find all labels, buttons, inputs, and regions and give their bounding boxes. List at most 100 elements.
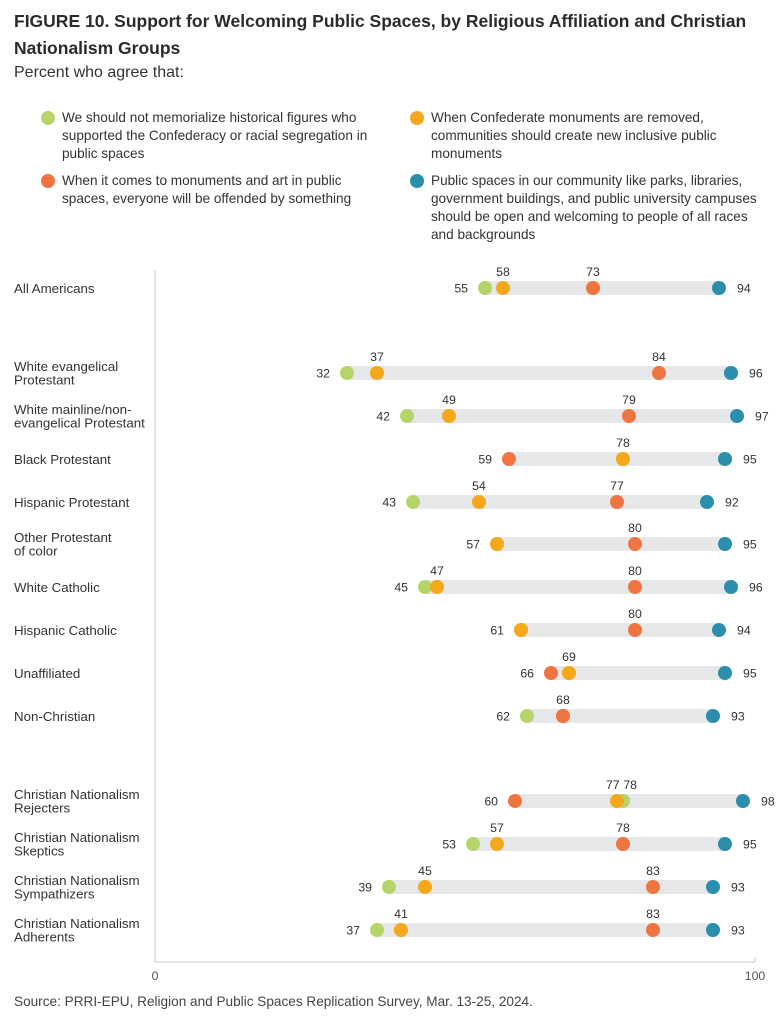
data-label: 98	[761, 795, 775, 809]
dot-memorialize	[520, 709, 534, 723]
dot-memorialize	[478, 281, 492, 295]
dot-offended	[646, 923, 660, 937]
dot-memorialize	[418, 580, 432, 594]
range-track	[527, 709, 713, 723]
row-label: White evangelical Protestant	[14, 359, 118, 388]
data-label: 79	[622, 393, 636, 407]
dot-offended	[616, 837, 630, 851]
row-label: White Catholic	[14, 580, 100, 595]
range-track	[425, 580, 731, 594]
range-track	[485, 281, 719, 295]
chart-row: Non-Christian 62 68 93	[14, 693, 745, 724]
dot-welcoming	[718, 537, 732, 551]
dot-welcoming	[724, 366, 738, 380]
row-label-line: Protestant	[14, 373, 75, 388]
data-label: 42	[376, 410, 390, 424]
dot-welcoming	[712, 623, 726, 637]
dot-memorialize	[400, 409, 414, 423]
chart-row: Unaffiliated 666995	[14, 650, 757, 681]
chart-row: Christian Nationalism Sympathizers 39 45 83 9…	[14, 864, 745, 902]
row-label-line: All Americans	[14, 281, 95, 296]
data-label: 47	[430, 564, 444, 578]
data-label: 37	[346, 924, 360, 938]
dot-offended	[556, 709, 570, 723]
dot-offended	[652, 366, 666, 380]
row-label: Unaffiliated	[14, 666, 80, 681]
dot-offended	[628, 623, 642, 637]
data-label: 80	[628, 521, 642, 535]
row-label-line: Unaffiliated	[14, 666, 80, 681]
dot-offended	[508, 794, 522, 808]
row-label: Christian Nationalism Skeptics	[14, 830, 140, 859]
dot-welcoming	[724, 580, 738, 594]
row-label: Christian Nationalism Sympathizers	[14, 873, 140, 902]
data-label: 80	[628, 607, 642, 621]
dot-welcoming	[718, 837, 732, 851]
dot-offended	[544, 666, 558, 680]
data-label: 93	[731, 710, 745, 724]
dot-offended	[610, 495, 624, 509]
chart-row: Other Protestant of color 57 80 95	[14, 521, 757, 559]
data-label: 94	[737, 624, 751, 638]
data-label: 32	[316, 367, 330, 381]
data-label: 39	[358, 881, 372, 895]
range-track	[497, 537, 725, 551]
data-label: 41	[394, 907, 408, 921]
data-label: 62	[496, 710, 510, 724]
dot-new-monuments	[610, 794, 624, 808]
dot-memorialize	[370, 923, 384, 937]
dot-offended	[628, 580, 642, 594]
data-label: 69	[562, 650, 576, 664]
row-label-line: Hispanic Protestant	[14, 495, 130, 510]
dot-offended	[622, 409, 636, 423]
data-label: 59	[478, 453, 492, 467]
range-track	[407, 409, 737, 423]
dot-offended	[586, 281, 600, 295]
dot-welcoming	[736, 794, 750, 808]
range-track	[521, 623, 719, 637]
data-label: 96	[749, 367, 763, 381]
data-label: 77	[606, 778, 620, 792]
row-label: Hispanic Protestant	[14, 495, 130, 510]
data-label: 73	[586, 265, 600, 279]
dot-offended	[646, 880, 660, 894]
dot-new-monuments	[496, 281, 510, 295]
dot-new-monuments	[472, 495, 486, 509]
dot-welcoming	[706, 709, 720, 723]
data-label: 37	[370, 350, 384, 364]
x-tick-label: 0	[152, 969, 159, 983]
data-label: 95	[743, 538, 757, 552]
range-track	[377, 923, 713, 937]
dot-new-monuments	[430, 580, 444, 594]
data-label: 66	[520, 667, 534, 681]
row-label: Hispanic Catholic	[14, 623, 117, 638]
dot-welcoming	[730, 409, 744, 423]
row-label-line: White Catholic	[14, 580, 100, 595]
row-label-line: Sympathizers	[14, 887, 95, 902]
chart-row: Hispanic Catholic 61 80 94	[14, 607, 751, 638]
data-label: 78	[623, 778, 637, 792]
row-label-line: Skeptics	[14, 844, 65, 859]
row-label: Non-Christian	[14, 709, 95, 724]
data-label: 92	[725, 496, 739, 510]
dot-new-monuments	[616, 452, 630, 466]
chart-row: All Americans 55 58 73 94	[14, 265, 751, 296]
data-label: 83	[646, 907, 660, 921]
data-label: 95	[743, 838, 757, 852]
dot-new-monuments	[394, 923, 408, 937]
data-label: 45	[394, 581, 408, 595]
data-label: 95	[743, 453, 757, 467]
data-label: 58	[496, 265, 510, 279]
source-note: Source: PRRI-EPU, Religion and Public Sp…	[14, 994, 533, 1009]
dot-memorialize	[466, 837, 480, 851]
chart-row: Black Protestant 59 78 95	[14, 436, 757, 467]
dot-memorialize	[406, 495, 420, 509]
row-label-line: Adherents	[14, 930, 75, 945]
row-label-line: Black Protestant	[14, 452, 111, 467]
data-label: 49	[442, 393, 456, 407]
dot-new-monuments	[418, 880, 432, 894]
data-label: 54	[472, 479, 486, 493]
data-label: 84	[652, 350, 666, 364]
data-label: 55	[454, 282, 468, 296]
dot-welcoming	[718, 452, 732, 466]
